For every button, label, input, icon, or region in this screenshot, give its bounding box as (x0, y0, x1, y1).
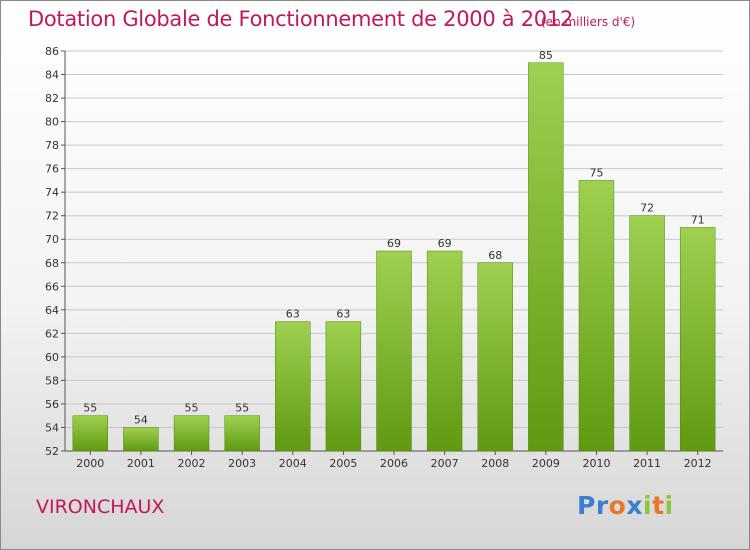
x-tick-label: 2001 (127, 457, 155, 470)
labels: 55 54 55 55 63 63 69 69 68 85 75 72 71 (83, 49, 704, 427)
bar (173, 415, 210, 452)
x-tick-label: 2002 (178, 457, 206, 470)
bar (679, 227, 716, 452)
bar (72, 415, 109, 452)
chart-title: Dotation Globale de Fonctionnement de 20… (28, 7, 573, 31)
x-tick-label: 2007 (431, 457, 459, 470)
y-tick-label: 62 (45, 327, 59, 340)
bar (578, 180, 615, 452)
x-tick-label: 2009 (532, 457, 560, 470)
x-tick-label: 2003 (228, 457, 256, 470)
x-tick-label: 2012 (684, 457, 712, 470)
x-tick-label: 2004 (279, 457, 307, 470)
y-tick-label: 72 (45, 210, 59, 223)
y-tick-label: 56 (45, 398, 59, 411)
bar (629, 215, 665, 452)
bar-value-label: 55 (235, 402, 249, 415)
bars (72, 62, 716, 452)
x-tick-label: 2010 (582, 457, 610, 470)
bar-value-label: 63 (286, 308, 300, 321)
commune-name: VIRONCHAUX (36, 496, 165, 518)
logo-letter: i (643, 491, 653, 520)
y-tick-label: 66 (45, 280, 59, 293)
logo-letter: t (652, 491, 665, 520)
bar-value-label: 75 (589, 166, 603, 179)
bar-value-label: 63 (336, 308, 350, 321)
y-tick-label: 54 (45, 421, 59, 434)
y-tick-label: 58 (45, 374, 59, 387)
bar (275, 321, 311, 452)
y-tick-label: 68 (45, 257, 59, 270)
bar (477, 262, 513, 452)
y-tick-label: 60 (45, 351, 59, 364)
bar-value-label: 54 (134, 413, 148, 426)
y-tick-label: 78 (45, 139, 59, 152)
bar-value-label: 55 (185, 402, 199, 415)
bar (426, 250, 463, 452)
bar (224, 415, 260, 452)
y-tick-label: 52 (45, 445, 59, 458)
bar-value-label: 72 (640, 202, 654, 215)
y-tick-label: 80 (45, 116, 59, 129)
bar-value-label: 71 (691, 213, 705, 226)
logo-letter: r (595, 491, 609, 520)
x-tick-label: 2011 (633, 457, 661, 470)
y-tick-label: 74 (45, 186, 59, 199)
proxiti-logo: Proxiti (577, 491, 674, 520)
y-tick-label: 84 (45, 69, 59, 82)
bar (325, 321, 362, 452)
bar-value-label: 85 (539, 49, 553, 62)
logo-letter: o (608, 491, 627, 520)
y-tick-label: 86 (45, 45, 59, 58)
logo-letter: x (626, 491, 643, 520)
y-tick-label: 82 (45, 92, 59, 105)
logo-letter: P (577, 491, 596, 520)
bar-value-label: 69 (387, 237, 401, 250)
bar (528, 62, 564, 452)
bar-value-label: 68 (488, 249, 502, 262)
bar (376, 250, 412, 452)
x-tick-label: 2000 (76, 457, 104, 470)
bar-value-label: 55 (83, 402, 97, 415)
x-tick-label: 2006 (380, 457, 408, 470)
unit-label: (en milliers d'€) (541, 15, 636, 29)
y-tick-label: 76 (45, 163, 59, 176)
x-tick-label: 2005 (329, 457, 357, 470)
logo-letter: i (664, 491, 674, 520)
y-tick-label: 64 (45, 304, 59, 317)
x-tick-label: 2008 (481, 457, 509, 470)
bar (123, 427, 159, 452)
bar-value-label: 69 (438, 237, 452, 250)
y-tick-label: 70 (45, 233, 59, 246)
